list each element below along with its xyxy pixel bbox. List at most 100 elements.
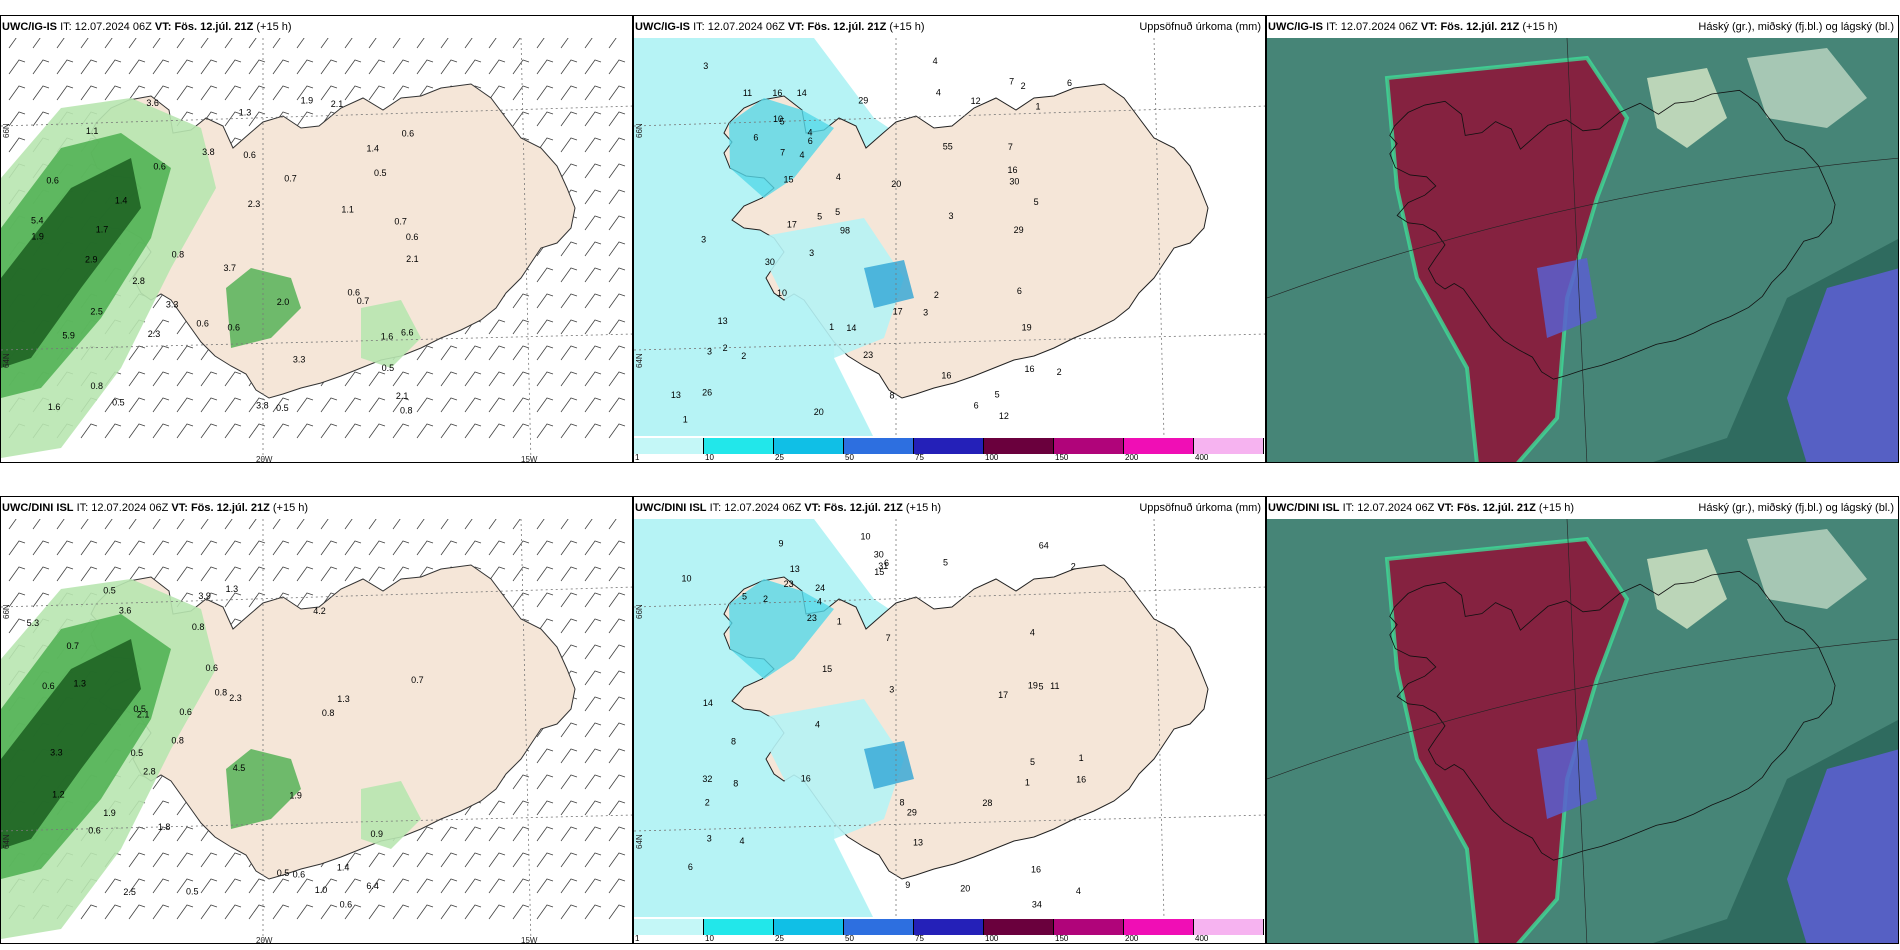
wind-barb: [584, 38, 593, 49]
wind-barb: [224, 519, 233, 530]
wind-barb: [560, 267, 578, 283]
wind-barb: [152, 38, 161, 49]
wind-barb: [536, 592, 554, 608]
wind-barb: [368, 38, 377, 49]
value-label: 6: [884, 558, 889, 568]
value-label: 5: [1030, 757, 1035, 767]
wind-barb: [296, 111, 314, 127]
value-label: 2.8: [132, 276, 145, 286]
value-label: 3: [703, 61, 708, 71]
wind-barb: [320, 38, 329, 49]
wind-barb: [584, 345, 602, 361]
wind-barb: [344, 423, 362, 439]
wind-barb: [104, 566, 122, 582]
precip-shading: [1, 98, 421, 458]
wind-barb: [128, 423, 146, 439]
precip-map-panel-dini: UWC/DINI ISL IT: 12.07.2024 06Z VT: Fös.…: [633, 496, 1266, 944]
wind-barb: [320, 423, 338, 439]
lat-label: 64N: [635, 834, 644, 849]
value-label: 19: [1022, 323, 1032, 333]
wind-barb: [584, 241, 602, 257]
wind-barb: [488, 540, 506, 556]
wind-barb: [440, 826, 458, 842]
wind-barb: [368, 59, 386, 75]
wind-barb: [296, 59, 314, 75]
wind-barb: [440, 59, 458, 75]
wind-barb: [152, 800, 170, 816]
precip-area: [729, 98, 834, 198]
wind-barb: [152, 852, 170, 868]
wind-barb: [368, 878, 386, 894]
wind-barb: [488, 85, 506, 101]
wind-barb: [560, 566, 578, 582]
wind-barb: [608, 241, 626, 257]
value-label: 1: [837, 617, 842, 627]
wind-barb: [584, 852, 602, 868]
wind-barb: [488, 38, 497, 49]
wind-barb: [536, 319, 554, 335]
value-label: 4.5: [233, 763, 246, 773]
value-label: 64: [1039, 540, 1049, 550]
wind-barb: [224, 878, 242, 894]
wind-barb: [584, 878, 602, 894]
value-label: 2.0: [277, 297, 290, 307]
value-label: 29: [907, 808, 917, 818]
wind-barb: [80, 85, 98, 101]
wind-barb: [560, 800, 578, 816]
wind-barb: [536, 566, 554, 582]
value-label: 3: [707, 347, 712, 357]
value-label: 6: [1017, 286, 1022, 296]
parallel-64n: [634, 814, 1265, 832]
mid-cloud: [1387, 58, 1627, 462]
wind-barb: [272, 904, 290, 920]
colorbar-swatch: [704, 919, 774, 935]
value-label: 8: [731, 736, 736, 746]
wind-barb: [368, 371, 386, 387]
wind-barb: [392, 38, 401, 49]
wind-barb: [440, 371, 458, 387]
panel-variable-title: Uppsöfnuð úrkoma (mm): [1139, 502, 1261, 514]
wind-barb: [584, 696, 602, 712]
wind-barb: [392, 878, 410, 894]
wind-barb: [320, 59, 338, 75]
wind-barb: [176, 59, 194, 75]
value-label: 28: [982, 798, 992, 808]
thin-cloud: [1747, 48, 1867, 128]
cloud-map-panel-igis: UWC/IG-IS IT: 12.07.2024 06Z VT: Fös. 12…: [1266, 15, 1899, 463]
value-label: 3: [923, 307, 928, 317]
value-label: 1.9: [289, 791, 302, 801]
value-label: 11: [743, 88, 752, 98]
colorbar-tick: 25: [775, 453, 784, 462]
wind-barb: [584, 163, 602, 179]
value-label: 16: [1076, 774, 1086, 784]
wind-barb: [464, 904, 482, 920]
value-label: 1.3: [74, 679, 87, 689]
parallel-64n: [1, 333, 632, 351]
value-label: 30: [874, 549, 884, 559]
wind-barb: [464, 345, 482, 361]
value-label: 16: [1031, 864, 1041, 874]
value-label: 98: [840, 225, 850, 235]
wind-barb: [320, 397, 338, 413]
wind-barb: [8, 566, 26, 582]
colorbar-tick: 75: [915, 453, 924, 462]
wind-barb: [608, 371, 626, 387]
value-label: 0.6: [42, 681, 55, 691]
wind-barb: [584, 293, 602, 309]
wind-barb: [608, 111, 626, 127]
value-label: 4: [933, 56, 938, 66]
value-label: 17: [893, 307, 903, 317]
wind-barb: [344, 904, 362, 920]
wind-barb: [152, 345, 170, 361]
wind-barb: [584, 670, 602, 686]
wind-barb: [152, 59, 170, 75]
wind-barb: [8, 111, 26, 127]
value-label: 10: [773, 114, 783, 124]
wind-barb: [488, 852, 506, 868]
value-label: 2: [705, 798, 710, 808]
value-label: 1.3: [337, 694, 350, 704]
value-label: 4: [799, 150, 804, 160]
lat-label: 66N: [2, 604, 11, 619]
wind-barb: [344, 878, 362, 894]
parallel-66n: [634, 586, 1265, 608]
